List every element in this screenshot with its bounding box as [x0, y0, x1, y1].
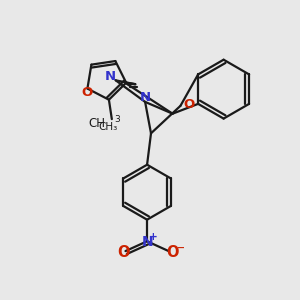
Text: +: + [148, 232, 157, 242]
Text: 3: 3 [115, 115, 121, 124]
Text: N: N [105, 70, 116, 83]
Text: N: N [140, 92, 151, 104]
Text: ⁻: ⁻ [177, 244, 185, 259]
Text: CH₃: CH₃ [98, 122, 118, 132]
Text: O: O [82, 86, 93, 99]
Text: O: O [117, 244, 130, 260]
Text: O: O [166, 244, 179, 260]
Text: O: O [184, 98, 195, 111]
Text: N: N [141, 235, 153, 249]
Text: CH: CH [88, 117, 105, 130]
